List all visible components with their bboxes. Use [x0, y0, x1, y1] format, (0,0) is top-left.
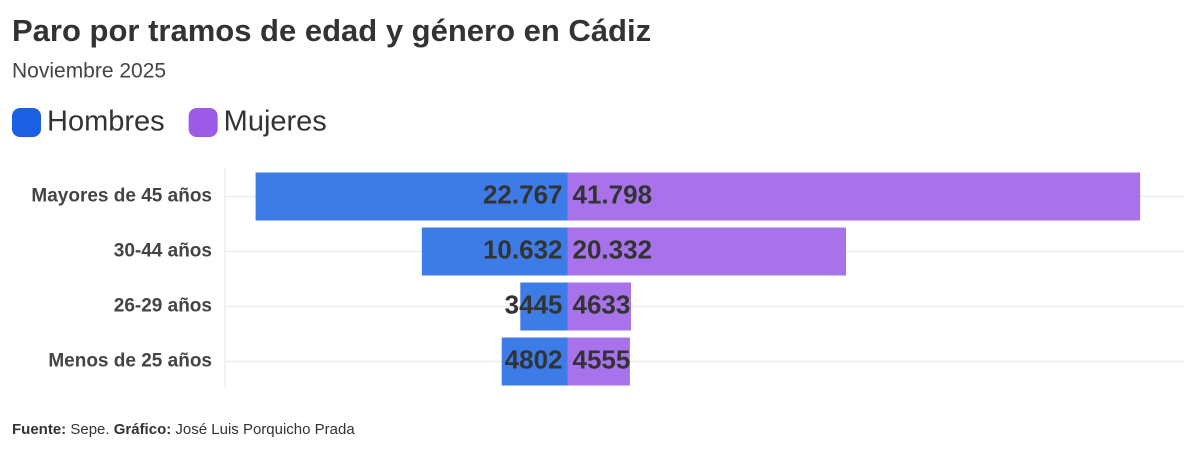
- value-label: 4633: [573, 289, 631, 319]
- y-tick-label: Mayores de 45 años: [31, 186, 212, 207]
- legend-label: Hombres: [47, 106, 165, 138]
- bar: [255, 172, 568, 221]
- bar: [520, 282, 568, 331]
- value-label: 3445: [505, 289, 563, 319]
- y-tick-label: Menos de 25 años: [48, 351, 212, 372]
- bar: [421, 227, 568, 276]
- legend-swatch: [12, 108, 41, 137]
- chart-title: Paro por tramos de edad y género en Cádi…: [12, 13, 651, 48]
- bar: [567, 337, 630, 386]
- bar: [567, 282, 631, 331]
- legend-swatch: [188, 108, 218, 137]
- value-label: 4555: [573, 344, 631, 374]
- y-tick-label: 30-44 años: [114, 241, 212, 262]
- chart-subtitle: Noviembre 2025: [12, 60, 166, 83]
- value-label: 20.332: [573, 234, 653, 264]
- bar: [567, 227, 847, 276]
- value-label: 22.767: [483, 179, 563, 209]
- bar: [567, 172, 1141, 221]
- footer: Fuente: Sepe. Gráfico: José Luis Porquic…: [12, 421, 355, 438]
- legend-label: Mujeres: [224, 106, 327, 138]
- value-label: 41.798: [573, 179, 653, 209]
- y-tick-label: 26-29 años: [114, 296, 212, 317]
- value-label: 10.632: [483, 234, 563, 264]
- value-label: 4802: [505, 344, 563, 374]
- bar: [501, 337, 568, 386]
